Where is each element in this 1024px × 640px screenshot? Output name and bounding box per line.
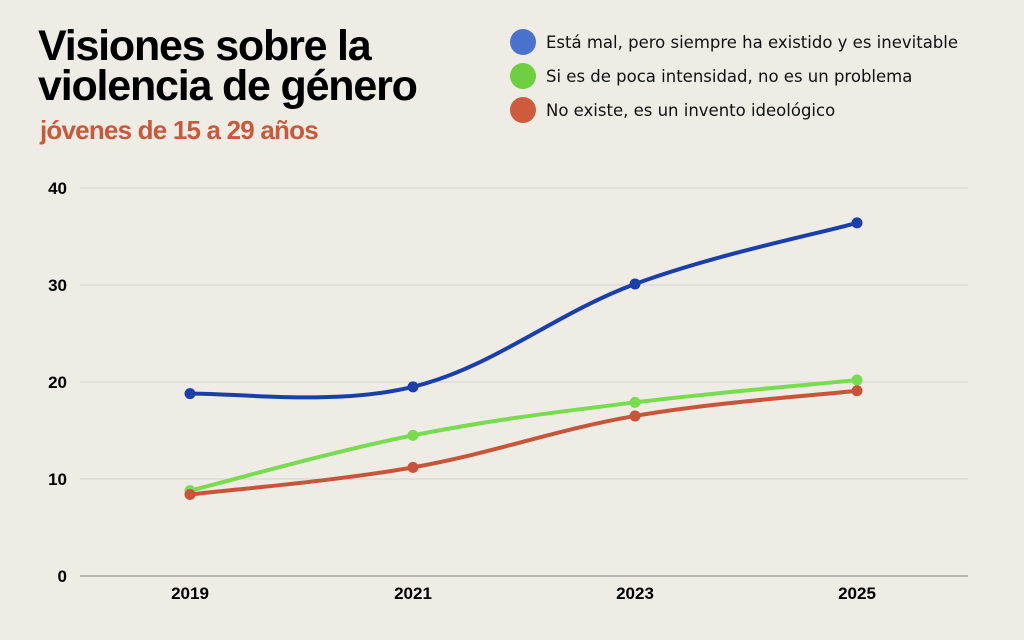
- legend-dot-icon: [510, 29, 536, 55]
- y-tick-label: 40: [48, 179, 67, 198]
- series-line-1: [188, 220, 859, 400]
- data-point: [851, 385, 863, 397]
- x-tick-label: 2019: [171, 584, 209, 603]
- chart-subtitle: jóvenes de 15 a 29 años: [40, 115, 319, 145]
- data-point: [629, 410, 641, 422]
- x-tick-label: 2023: [616, 584, 654, 603]
- data-point: [184, 388, 196, 400]
- legend-item: No existe, es un invento ideológico: [510, 97, 990, 124]
- data-point: [851, 217, 863, 229]
- legend-item: Está mal, pero siempre ha existido y es …: [510, 29, 990, 56]
- legend-dot-icon: [510, 97, 536, 123]
- y-tick-label: 10: [48, 470, 67, 489]
- legend-label: No existe, es un invento ideológico: [546, 101, 836, 120]
- y-tick-label: 30: [48, 276, 67, 295]
- y-tick-label: 20: [48, 373, 67, 392]
- series-line-2: [188, 378, 859, 493]
- legend-item: Si es de poca intensidad, no es un probl…: [510, 63, 990, 90]
- title-line-2: violencia de género: [38, 62, 418, 110]
- y-tick-label: 0: [58, 567, 67, 586]
- data-point: [851, 374, 863, 386]
- data-point: [629, 278, 641, 290]
- chart-title: Visiones sobre la violencia de género: [38, 22, 418, 110]
- title-line-1: Visiones sobre la: [38, 22, 372, 70]
- data-point: [629, 396, 641, 408]
- x-tick-label: 2021: [394, 584, 432, 603]
- data-point: [407, 381, 419, 393]
- x-tick-label: 2025: [838, 584, 876, 603]
- legend: Está mal, pero siempre ha existido y es …: [510, 29, 990, 132]
- legend-dot-icon: [510, 63, 536, 89]
- series-line-3: [188, 388, 859, 497]
- data-point: [407, 461, 419, 473]
- data-point: [184, 489, 196, 501]
- legend-label: Está mal, pero siempre ha existido y es …: [546, 33, 959, 52]
- legend-label: Si es de poca intensidad, no es un probl…: [546, 67, 913, 86]
- data-point: [407, 429, 419, 441]
